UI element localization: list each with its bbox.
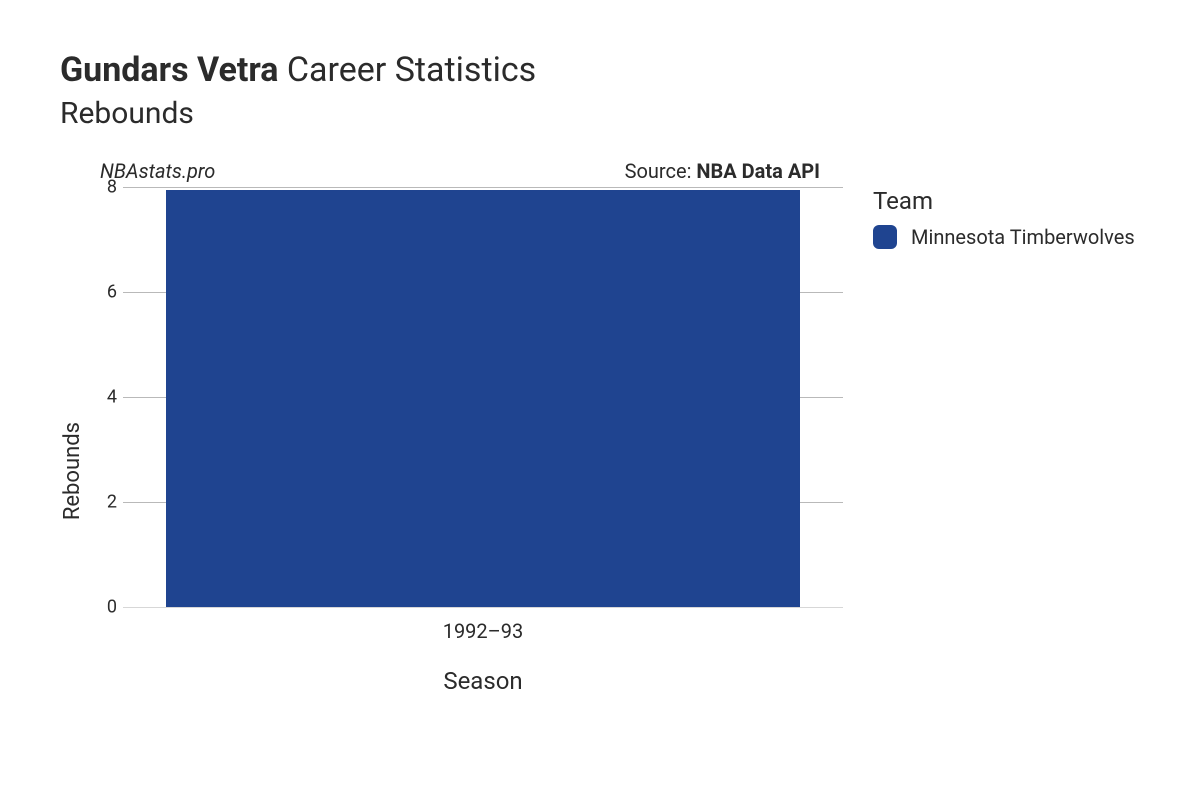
title-suffix: Career Statistics [287,50,536,90]
x-axis-label: Season [123,643,843,695]
legend-item: Minnesota Timberwolves [873,225,1135,249]
source-name: NBA Data API [696,159,820,183]
legend-label: Minnesota Timberwolves [911,225,1135,249]
x-tick-label: 1992–93 [123,619,843,643]
chart-subtitle: Rebounds [60,96,1140,131]
source-text: Source: NBA Data API [625,159,820,183]
chart-title: Gundars Vetra Career Statistics [60,50,1140,90]
y-tick-label: 6 [93,282,117,303]
x-tick-row: 1992–93 [123,607,843,643]
source-prefix: Source: [625,159,697,183]
y-tick-label: 2 [93,492,117,513]
plot-area: 02468 [123,187,843,607]
gridline [123,187,843,188]
chart-row: Rebounds 02468 1992–93 Season Team Minne… [60,187,1140,695]
baseline [123,607,843,608]
chart-container: Gundars Vetra Career Statistics Rebounds… [0,0,1200,735]
y-axis-label: Rebounds [60,362,85,520]
y-tick-label: 8 [93,177,117,198]
watermark: NBAstats.pro [100,159,215,183]
y-tick-label: 0 [93,597,117,618]
y-tick-label: 4 [93,387,117,408]
legend-swatch [873,225,897,249]
title-player: Gundars Vetra [60,50,278,90]
legend-items: Minnesota Timberwolves [873,225,1135,249]
meta-row: NBAstats.pro Source: NBA Data API [100,159,820,183]
bar [166,190,800,607]
legend: Team Minnesota Timberwolves [873,187,1135,249]
plot-wrap: 02468 1992–93 Season [93,187,843,695]
legend-title: Team [873,187,1135,215]
